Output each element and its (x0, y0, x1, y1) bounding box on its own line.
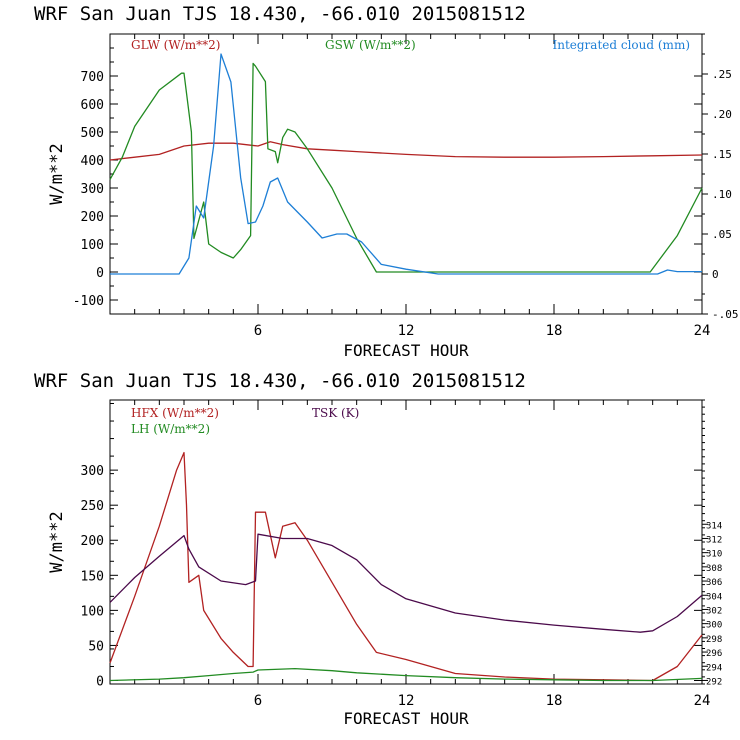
x-tick-label: 6 (254, 323, 262, 339)
plot-frame (109, 399, 703, 685)
y2-tick-label: 294 (706, 663, 722, 673)
y-tick-label: 300 (81, 464, 104, 479)
y2-tick-label: 314 (706, 521, 722, 531)
y2-tick-label: .20 (712, 108, 732, 121)
y2-tick-label: .05 (712, 228, 732, 241)
series-line-0 (109, 141, 703, 161)
y2-tick-label: .25 (712, 68, 732, 81)
y2-tick-label: 310 (706, 550, 722, 560)
series-line-1 (109, 62, 703, 273)
y-tick-label: 700 (81, 70, 104, 85)
legend-entry-1: LH (W/m**2) (131, 422, 210, 436)
y2-tick-label: 304 (706, 592, 722, 602)
y-tick-label: 0 (96, 674, 104, 689)
y2-tick-label: 302 (706, 606, 722, 616)
y-tick-label: 300 (81, 182, 104, 197)
y-tick-label: 150 (81, 569, 104, 584)
y2-tick-label: 306 (706, 578, 722, 588)
bottom-panel: WRF San Juan TJS 18.430, -66.010 2015081… (34, 370, 722, 728)
y2-tick-label: 296 (706, 649, 722, 659)
x-tick-label: 6 (254, 693, 262, 709)
y-tick-label: 200 (81, 210, 104, 225)
x-tick-label: 18 (546, 693, 563, 709)
y2-tick-label: 308 (706, 564, 722, 574)
x-axis-label: FORECAST HOUR (343, 709, 469, 728)
y2-tick-label: .10 (712, 188, 732, 201)
y2-tick-label: 300 (706, 621, 722, 631)
legend-entry-1: GSW (W/m**2) (325, 38, 416, 52)
x-tick-label: 24 (694, 693, 711, 709)
x-tick-label: 12 (398, 693, 415, 709)
legend-entry-0: GLW (W/m**2) (131, 38, 220, 52)
legend-entry-0: HFX (W/m**2) (131, 406, 219, 420)
top-panel: WRF San Juan TJS 18.430, -66.010 2015081… (34, 3, 739, 360)
legend-entry-2: TSK (K) (312, 406, 359, 420)
y2-tick-label: 0 (712, 268, 719, 281)
chart-title: WRF San Juan TJS 18.430, -66.010 2015081… (34, 370, 526, 392)
y-tick-label: 50 (88, 639, 104, 654)
series-line-0 (109, 451, 703, 682)
y2-tick-label: 292 (706, 677, 722, 687)
y-axis-label: W/m**2 (47, 511, 67, 572)
y2-tick-label: 312 (706, 535, 722, 545)
x-tick-label: 24 (694, 323, 711, 339)
y-tick-label: 500 (81, 126, 104, 141)
y2-tick-label: 298 (706, 635, 722, 645)
x-tick-label: 12 (398, 323, 415, 339)
y2-tick-label: -.05 (712, 308, 739, 321)
x-axis-label: FORECAST HOUR (343, 341, 469, 360)
y-tick-label: -100 (73, 294, 104, 309)
y-tick-label: 0 (96, 266, 104, 281)
y-tick-label: 100 (81, 238, 104, 253)
series-line-2 (110, 53, 702, 275)
y-axis-label: W/m**2 (47, 143, 67, 204)
y-tick-label: 600 (81, 98, 104, 113)
legend-entry-2: Integrated cloud (mm) (552, 38, 690, 52)
y2-tick-label: .15 (712, 148, 732, 161)
x-tick-label: 18 (546, 323, 563, 339)
y-tick-label: 100 (81, 604, 104, 619)
y-tick-label: 400 (81, 154, 104, 169)
series-line-2 (109, 533, 703, 633)
y-tick-label: 250 (81, 499, 104, 514)
series-line-1 (109, 667, 703, 682)
y-tick-label: 200 (81, 534, 104, 549)
chart-title: WRF San Juan TJS 18.430, -66.010 2015081… (34, 3, 526, 25)
